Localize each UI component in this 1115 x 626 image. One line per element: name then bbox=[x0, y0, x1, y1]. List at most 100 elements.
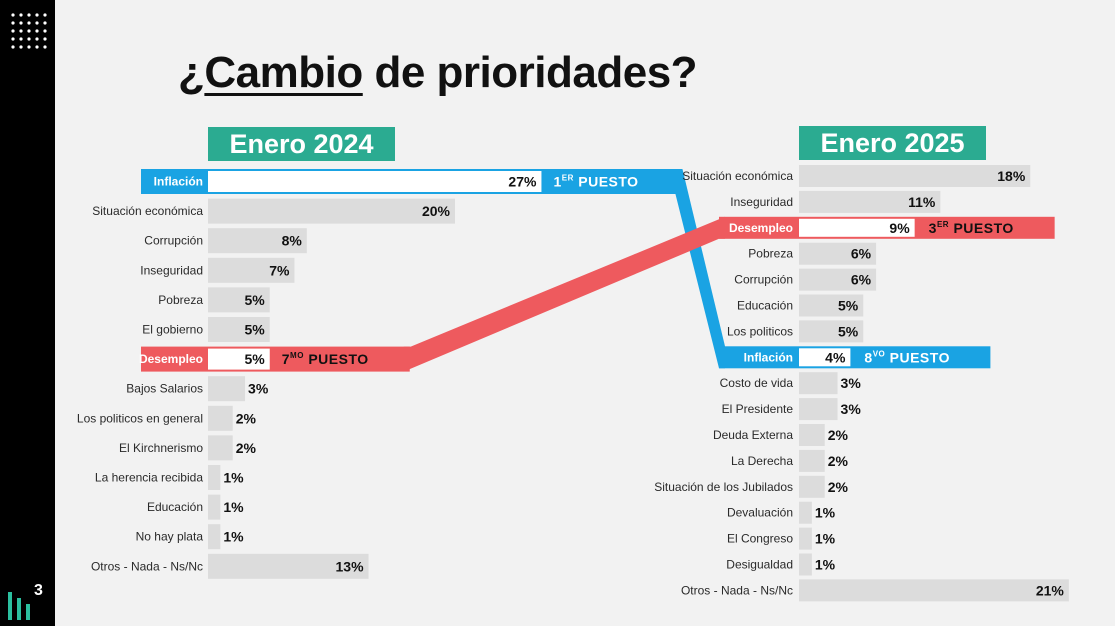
page-title: ¿Cambio de prioridades? bbox=[178, 46, 698, 100]
year-badge-2025: Enero 2025 bbox=[799, 126, 986, 160]
bar-corrupcion bbox=[208, 228, 307, 254]
logo-bars-icon bbox=[8, 592, 30, 620]
title-underlined-word: Cambio bbox=[204, 48, 363, 97]
category-label-el-presidente: El Presidente bbox=[722, 402, 794, 416]
bar-el-presidente bbox=[799, 398, 838, 421]
bar-costo-de-vida bbox=[799, 372, 838, 395]
category-label-no-hay-plata: No hay plata bbox=[136, 530, 204, 544]
bar-desigualdad bbox=[799, 553, 812, 576]
bar-el-kirchnerismo bbox=[208, 435, 233, 461]
value-label-no-hay-plata: 1% bbox=[223, 529, 244, 545]
bar-situacion-de-los-jubilados bbox=[799, 475, 825, 498]
category-label-el-congreso: El Congreso bbox=[727, 532, 793, 546]
category-label-situacion-economica: Situación económica bbox=[682, 169, 793, 183]
category-label-desempleo: Desempleo bbox=[729, 221, 793, 235]
value-label-inflacion: 27% bbox=[508, 174, 537, 190]
bar-otros-nada-ns-nc bbox=[208, 553, 369, 579]
logo-number: 3 bbox=[34, 582, 43, 599]
value-label-educacion: 5% bbox=[838, 298, 859, 314]
bar-la-derecha bbox=[799, 449, 825, 472]
value-label-la-derecha: 2% bbox=[828, 453, 849, 469]
highlight-stripe-desempleo bbox=[141, 346, 410, 372]
value-label-desigualdad: 1% bbox=[815, 557, 836, 573]
category-label-inflacion: Inflación bbox=[154, 175, 203, 189]
bar-desempleo bbox=[208, 348, 270, 370]
value-label-desempleo: 9% bbox=[889, 220, 910, 236]
category-label-educacion: Educación bbox=[737, 299, 793, 313]
value-label-desempleo: 5% bbox=[245, 351, 266, 367]
category-label-corrupcion: Corrupción bbox=[144, 234, 203, 248]
bar-educacion bbox=[208, 494, 221, 520]
bar-educacion bbox=[799, 294, 864, 317]
value-label-corrupcion: 8% bbox=[282, 233, 303, 249]
sidebar: 3 bbox=[0, 0, 55, 626]
value-label-los-politicos-en-general: 2% bbox=[236, 410, 257, 426]
category-label-corrupcion: Corrupción bbox=[734, 273, 793, 287]
category-label-otros-nada-ns-nc: Otros - Nada - Ns/Nc bbox=[91, 559, 203, 573]
title-prefix: ¿ bbox=[178, 48, 205, 97]
category-label-bajos-salarios: Bajos Salarios bbox=[126, 382, 203, 396]
category-label-el-gobierno: El gobierno bbox=[142, 323, 203, 337]
category-label-inflacion: Inflación bbox=[744, 350, 793, 364]
value-label-situacion-economica: 18% bbox=[997, 168, 1026, 184]
bar-devaluacion bbox=[799, 501, 812, 524]
bar-inflacion bbox=[799, 348, 851, 367]
value-label-otros-nada-ns-nc: 21% bbox=[1036, 582, 1065, 598]
value-label-pobreza: 5% bbox=[245, 292, 266, 308]
category-label-situacion-de-los-jubilados: Situación de los Jubilados bbox=[654, 480, 793, 494]
bar-inflacion bbox=[208, 171, 542, 192]
category-label-inseguridad: Inseguridad bbox=[140, 263, 203, 277]
value-label-el-congreso: 1% bbox=[815, 531, 836, 547]
category-label-los-politicos: Los politicos bbox=[727, 324, 793, 338]
bar-el-congreso bbox=[799, 527, 812, 550]
category-label-desempleo: Desempleo bbox=[139, 352, 203, 366]
bar-el-gobierno bbox=[208, 317, 270, 342]
value-label-educacion: 1% bbox=[223, 499, 244, 515]
title-suffix: de prioridades? bbox=[362, 48, 698, 97]
category-label-pobreza: Pobreza bbox=[158, 293, 203, 307]
value-label-situacion-economica: 20% bbox=[422, 203, 451, 219]
highlight-stripe-inflacion bbox=[719, 346, 991, 369]
category-label-educacion: Educación bbox=[147, 500, 203, 514]
bar-corrupcion bbox=[799, 268, 877, 291]
bar-situacion-economica bbox=[208, 198, 455, 224]
bar-la-herencia-recibida bbox=[208, 465, 221, 490]
value-label-devaluacion: 1% bbox=[815, 505, 836, 521]
value-label-los-politicos: 5% bbox=[838, 323, 859, 339]
category-label-deuda-externa: Deuda Externa bbox=[713, 428, 793, 442]
category-label-otros-nada-ns-nc: Otros - Nada - Ns/Nc bbox=[681, 583, 793, 597]
bar-otros-nada-ns-nc bbox=[799, 579, 1069, 602]
value-label-situacion-de-los-jubilados: 2% bbox=[828, 479, 849, 495]
rank-label-desempleo: 3ER PUESTO bbox=[929, 220, 1014, 236]
bar-pobreza bbox=[208, 287, 270, 313]
value-label-el-kirchnerismo: 2% bbox=[236, 440, 257, 456]
panel-enero-2025: Situación económica 18% Inseguridad 11% Dese… bbox=[654, 165, 1069, 602]
bar-los-politicos bbox=[799, 320, 864, 343]
category-label-situacion-economica: Situación económica bbox=[92, 204, 203, 218]
value-label-costo-de-vida: 3% bbox=[841, 375, 862, 391]
bar-pobreza bbox=[799, 242, 877, 265]
value-label-la-herencia-recibida: 1% bbox=[223, 470, 244, 486]
value-label-inseguridad: 11% bbox=[908, 194, 936, 210]
category-label-la-derecha: La Derecha bbox=[731, 454, 793, 468]
year-badge-2024: Enero 2024 bbox=[208, 127, 395, 161]
category-label-los-politicos-en-general: Los politicos en general bbox=[77, 411, 203, 425]
category-label-costo-de-vida: Costo de vida bbox=[720, 376, 794, 390]
dot-grid-icon bbox=[11, 13, 47, 49]
category-label-inseguridad: Inseguridad bbox=[730, 195, 793, 209]
bar-desempleo bbox=[799, 218, 915, 237]
rank-label-inflacion: 8VO PUESTO bbox=[864, 349, 950, 365]
bar-los-politicos-en-general bbox=[208, 405, 233, 431]
bar-bajos-salarios bbox=[208, 376, 246, 402]
category-label-pobreza: Pobreza bbox=[748, 247, 793, 261]
value-label-inseguridad: 7% bbox=[269, 262, 290, 278]
category-label-devaluacion: Devaluación bbox=[727, 506, 793, 520]
value-label-inflacion: 4% bbox=[825, 349, 846, 365]
bar-inseguridad bbox=[799, 190, 941, 213]
value-label-otros-nada-ns-nc: 13% bbox=[336, 558, 365, 574]
value-label-deuda-externa: 2% bbox=[828, 427, 849, 443]
panel-enero-2024: Inflación 27% 1ER PUESTO Situación económic… bbox=[77, 169, 682, 579]
rank-label-desempleo: 7MO PUESTO bbox=[282, 351, 369, 367]
bar-no-hay-plata bbox=[208, 524, 221, 550]
